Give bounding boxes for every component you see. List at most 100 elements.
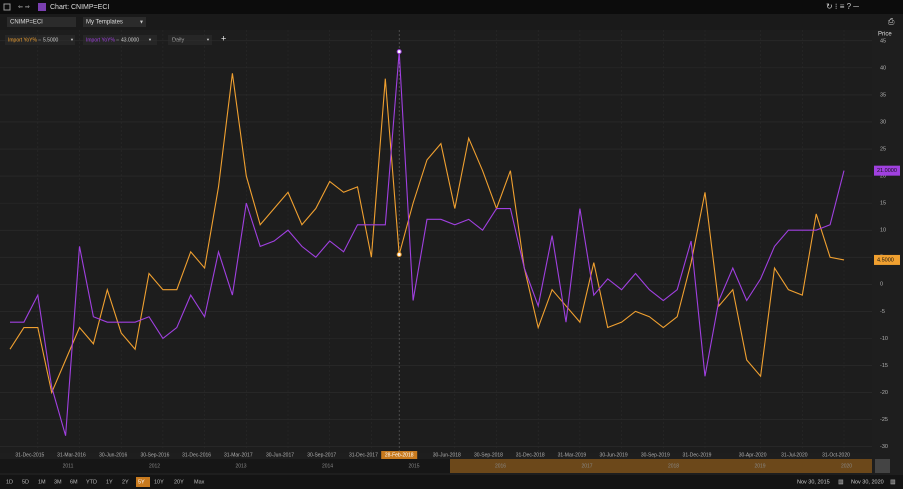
y-tick-label: 25 [880,146,886,152]
period-selected-bg [136,477,150,487]
x-tick-label: 31-Dec-2018 [516,452,545,458]
last-value-tag [874,254,900,265]
range-end[interactable]: Nov 30, 2020 [851,479,884,485]
navigator-year: 2013 [235,463,246,469]
y-tick-label: 15 [880,201,886,207]
range-start[interactable]: Nov 30, 2015 [797,479,830,485]
x-tick-label: 31-Dec-2016 [182,452,211,458]
title-bar [0,0,903,14]
x-tick-label: 31-Mar-2019 [558,452,587,458]
navigator-year: 2019 [754,463,765,469]
y-tick-label: -5 [880,309,885,315]
y-tick-label: 45 [880,38,886,44]
period-button[interactable]: 6M [70,479,78,485]
period-button[interactable]: 5D [22,479,29,485]
dropdown-arrow: ▼ [70,37,74,42]
last-value-label: 4.5000 [877,257,894,263]
legend-item[interactable] [83,35,157,45]
print-icon[interactable]: ⎙ [888,17,895,26]
y-tick-label: -10 [880,336,888,342]
dropdown-arrow: ▼ [206,37,210,42]
y-tick-label: -15 [880,363,888,369]
period-button[interactable]: 3M [54,479,62,485]
x-tick-label: 31-Jul-2020 [781,452,808,458]
x-tick-label: 31-Dec-2017 [349,452,378,458]
period-button[interactable]: 2Y [122,479,129,485]
y-tick-label: 0 [880,282,883,288]
last-value-label: 21.0000 [877,168,897,174]
period-button[interactable]: 20Y [174,479,184,485]
x-tick-label: 31-Dec-2015 [15,452,44,458]
x-tick-label: 30-Sep-2018 [474,452,503,458]
template-dropdown[interactable] [83,17,146,27]
period-button[interactable]: 10Y [154,479,164,485]
toolbar-icons[interactable]: ↻ ⁝ ≡ ? ─ [826,2,859,11]
x-tick-label: 31-Mar-2017 [224,452,253,458]
period-button[interactable]: 1D [6,479,13,485]
cursor-label: 28-Feb-2018 [385,452,414,458]
y-tick-label: -20 [880,390,888,396]
y-tick-label: 20 [880,174,886,180]
navigator-selection[interactable] [450,459,872,473]
interval-text: Daily [172,37,184,43]
x-tick-label: 30-Jun-2018 [433,452,461,458]
cursor-marker [396,49,402,55]
dropdown-arrow: ▼ [139,19,144,25]
period-button[interactable]: 1Y [106,479,113,485]
y-axis-label: Price [878,32,892,38]
cursor-label-bg [381,451,418,459]
legend-value: 5.5000 [43,37,59,43]
navigator-year: 2017 [581,463,592,469]
navigator-year: 2016 [495,463,506,469]
y-tick-label: -25 [880,417,888,423]
navigator-year: 2018 [668,463,679,469]
navigator-year: 2014 [322,463,333,469]
legend-name: Import YoY% [86,37,115,43]
series-line [10,51,845,436]
calendar-icon: ▦ [890,480,896,486]
dropdown-arrow: ▼ [148,37,152,42]
x-tick-label: 31-Oct-2020 [822,452,850,458]
x-tick-label: 30-Sep-2019 [641,452,670,458]
chart-icon [38,3,46,11]
bottom-bar [0,475,903,489]
calendar-icon: ▦ [838,480,844,486]
navigator-year: 2015 [408,463,419,469]
y-tick-label: 30 [880,119,886,125]
navigator-year: 2012 [149,463,160,469]
ric-text: CNIMP=ECI [10,20,43,26]
y-tick-label: 40 [880,65,886,71]
last-value-tag [874,165,900,176]
x-tick-label: 30-Sep-2017 [307,452,336,458]
y-tick-label: 35 [880,92,886,98]
cursor-marker [396,252,402,258]
legend-marker: ○ [116,37,119,43]
navigator-year: 2011 [63,463,74,469]
period-button[interactable]: 1M [38,479,46,485]
app-icon[interactable] [3,3,11,11]
ric-input[interactable] [7,17,76,27]
legend-name: Import YoY% [8,37,37,43]
legend-item[interactable] [5,35,75,45]
nav-arrows[interactable]: ⇐ ⇒ [18,5,30,11]
period-button[interactable]: Max [194,479,205,485]
y-tick-label: 10 [880,228,886,234]
x-tick-label: 30-Sep-2016 [140,452,169,458]
navigator-scroll[interactable] [875,459,890,473]
x-tick-label: 30-Jun-2019 [600,452,628,458]
period-button[interactable]: 5Y [138,479,145,485]
template-text: My Templates [86,20,123,26]
series-line [9,73,845,395]
x-tick-label: 31-Dec-2019 [683,452,712,458]
interval-dropdown[interactable] [168,35,212,45]
x-tick-label: 30-Jun-2016 [99,452,127,458]
add-button[interactable]: + [221,33,226,43]
legend-marker: ○ [38,37,41,43]
toolbar [0,14,903,30]
x-tick-label: 30-Jun-2017 [266,452,294,458]
x-tick-label: 30-Apr-2020 [739,452,767,458]
legend-value: 43.0000 [121,37,139,43]
period-button[interactable]: YTD [86,479,97,485]
y-tick-label: -30 [880,444,888,450]
